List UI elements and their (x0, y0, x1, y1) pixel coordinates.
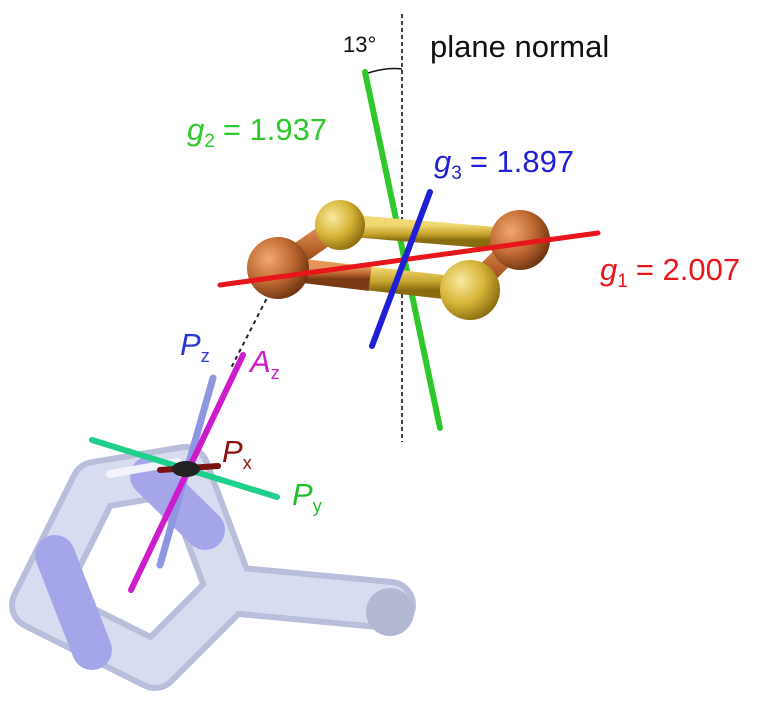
az-subscript: z (271, 363, 280, 383)
iron-atom-2 (490, 210, 550, 270)
g3-symbol: g (434, 144, 451, 179)
pz-subscript: z (201, 346, 210, 366)
sulfur-atom-2 (440, 260, 500, 320)
ring-cap-end (366, 588, 414, 636)
bond-s1-fe2 (339, 214, 521, 251)
p-axes (89, 352, 280, 593)
g3-subscript: 3 (451, 163, 462, 184)
py-symbol: P (292, 477, 313, 512)
g2-label: g2 = 1.937 (187, 112, 327, 152)
g2-value: = 1.937 (223, 112, 327, 147)
fe-n-dashed-connector (229, 291, 271, 371)
az-symbol: A (248, 344, 271, 379)
g2-axis (362, 69, 443, 431)
pz-symbol: P (180, 327, 201, 362)
g1-value: = 2.007 (636, 252, 740, 287)
px-subscript: x (243, 453, 252, 473)
g3-axis (369, 189, 433, 349)
g1-subscript: 1 (617, 271, 628, 292)
imidazole-ring (9, 444, 416, 691)
g2-subscript: 2 (204, 131, 215, 152)
py-label: Py (292, 477, 322, 516)
pz-label: Pz (180, 327, 210, 366)
px-symbol: P (222, 434, 243, 469)
g1-symbol: g (600, 252, 617, 287)
angle-label: 13° (343, 32, 376, 57)
px-label: Px (222, 434, 252, 473)
g2-symbol: g (187, 112, 204, 147)
az-label: Az (248, 344, 280, 383)
sulfur-atom-1 (315, 200, 365, 250)
g3-label: g3 = 1.897 (434, 144, 574, 184)
g3-value: = 1.897 (470, 144, 574, 179)
iron-atom-1 (247, 237, 309, 299)
ring-nitrogen-segment-2 (35, 535, 112, 670)
plane-normal-label: plane normal (430, 29, 609, 64)
g1-label: g1 = 2.007 (600, 252, 740, 292)
g1-axis (217, 230, 601, 288)
nitrogen-center (172, 461, 200, 477)
py-subscript: y (313, 496, 322, 516)
angle-arc (364, 67, 403, 75)
